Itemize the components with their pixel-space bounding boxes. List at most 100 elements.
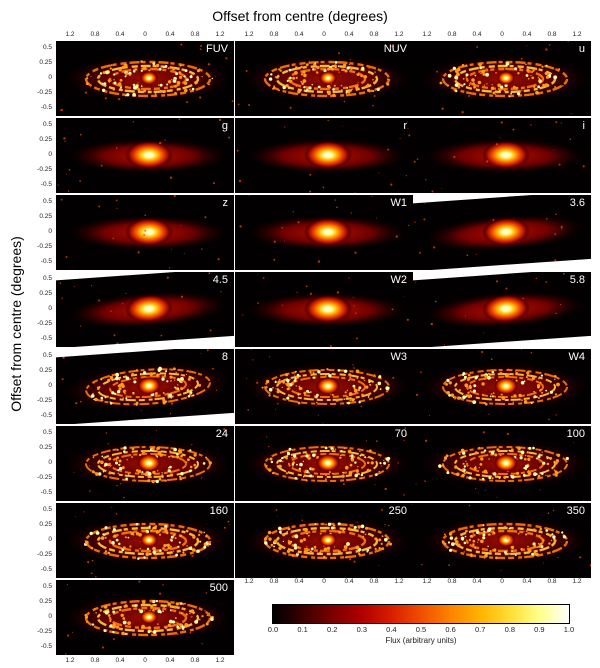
star-knot [172,534,176,537]
star-knot [480,457,484,461]
star-knot [484,557,486,559]
star-knot [287,541,292,545]
background-source [276,515,278,517]
star-knot [533,544,537,548]
star-knot [492,91,496,95]
star-knot [302,460,304,462]
star-knot [166,543,170,547]
star-knot [174,91,177,95]
star-knot [125,95,127,97]
colorbar [272,604,570,624]
star-knot [158,477,162,481]
band-label: i [582,120,585,132]
x-tick-label: 1.2 [394,31,404,38]
star-knot [556,382,560,387]
background-source [209,329,212,332]
background-source [486,382,488,384]
star-knot [340,552,343,555]
y-tick-label: -0.5 [40,181,52,188]
background-source [269,356,271,358]
background-source [281,304,283,306]
background-source [505,287,508,290]
background-source [95,576,97,578]
star-knot [141,68,144,70]
star-knot [315,395,318,398]
star-knot [144,472,149,477]
star-knot [163,66,165,69]
y-tick-label: -0.25 [37,243,52,250]
star-knot [147,630,151,634]
star-knot [483,530,486,533]
background-source [74,286,75,288]
background-source [482,431,485,434]
star-knot [482,72,486,76]
star-knot [139,548,141,550]
band-label: 160 [209,505,228,517]
star-knot [309,371,312,374]
star-knot [449,536,454,540]
star-knot [537,543,540,545]
background-source [375,440,378,442]
star-knot [456,472,460,477]
star-knot [152,550,156,554]
star-knot [155,63,160,68]
star-knot [293,379,297,382]
star-knot [332,448,335,450]
star-knot [378,375,382,379]
star-knot [166,525,169,528]
star-knot [117,472,119,475]
star-knot [180,602,183,605]
background-source [391,308,394,311]
star-knot [162,610,164,612]
star-knot [452,396,455,399]
background-source [522,297,524,300]
star-knot [180,377,184,381]
background-source [274,387,277,390]
star-knot [562,85,564,87]
star-knot [140,69,143,72]
star-knot [298,385,301,388]
galaxy-image [237,45,413,109]
background-source [204,216,207,219]
star-knot [186,545,188,547]
galaxy-panel-nuv: NUV [235,41,413,116]
star-knot [323,547,328,551]
star-knot [325,523,327,526]
star-knot [524,464,529,469]
star-knot [346,66,350,70]
background-source [129,454,131,456]
star-knot [351,398,355,402]
star-knot [341,89,343,91]
background-source [62,356,65,359]
star-knot [130,531,135,536]
background-source [371,196,373,198]
spiral-ring [264,446,390,482]
background-source [433,246,436,249]
star-knot [295,370,297,373]
star-knot [161,474,164,476]
x-tick-label: 0.4 [165,657,175,664]
background-source [238,179,242,183]
star-knot [201,76,203,78]
star-knot [93,382,95,384]
star-knot [143,89,147,93]
background-source [413,160,416,163]
band-label: 350 [566,505,585,517]
star-knot [141,452,144,455]
background-source [204,609,207,612]
star-knot [193,453,197,457]
background-source [477,492,479,494]
background-source [273,240,276,243]
star-knot [209,543,212,546]
background-source [338,71,341,74]
star-knot [151,447,155,451]
star-knot [348,379,350,381]
background-source [395,235,398,238]
star-knot [531,376,536,380]
x-tick-label: 1.2 [244,31,254,38]
y-tick-label: 0.25 [39,136,52,143]
background-source [297,221,300,224]
star-knot [112,88,116,91]
star-knot [553,75,558,80]
star-knot [327,476,329,478]
